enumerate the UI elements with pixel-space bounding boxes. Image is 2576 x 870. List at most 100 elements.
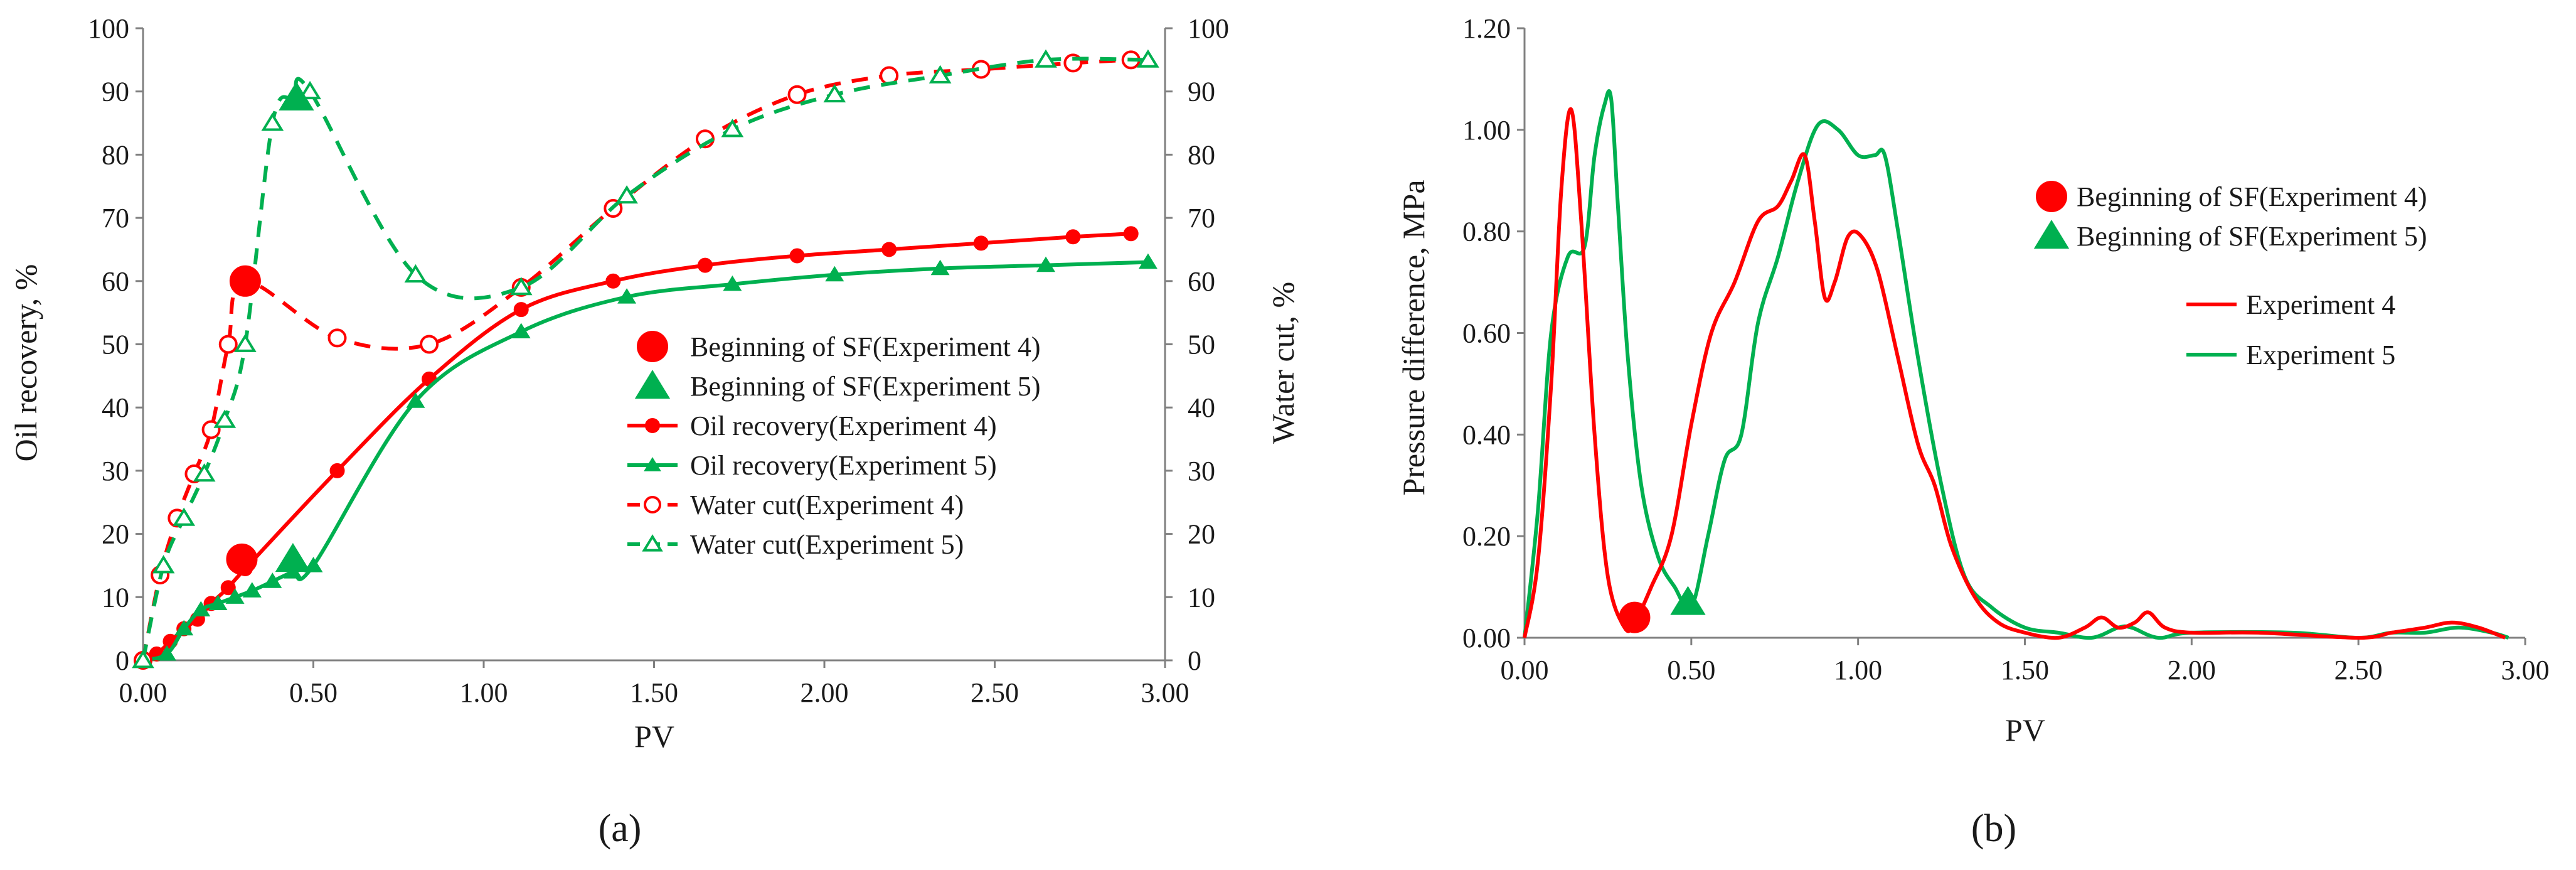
series-line-3 — [1523, 107, 2506, 640]
y-tick-label: 100 — [88, 13, 129, 44]
series-point-4 — [213, 409, 237, 428]
y2-tick-label: 20 — [1188, 519, 1215, 550]
x-tick-label: 1.50 — [630, 677, 678, 708]
series-point-2 — [723, 275, 742, 291]
series-point-4 — [193, 463, 216, 482]
series-point-1 — [697, 257, 713, 273]
series-point-2 — [242, 582, 262, 598]
y2-tick-label: 0 — [1188, 645, 1201, 676]
series-line-4 — [141, 56, 1148, 661]
x-tick-label: 0.00 — [119, 677, 168, 708]
series-point-1 — [605, 273, 621, 289]
y2-tick-label: 40 — [1188, 392, 1215, 423]
chart-a-legend: Beginning of SF(Experiment 4) Beginning o… — [627, 331, 1041, 560]
legend-entry-label: Experiment 4 — [2246, 289, 2395, 320]
x-tick-label: 0.50 — [1667, 655, 1715, 685]
x-tick-label: 2.50 — [2334, 655, 2383, 685]
chart-b-axes: 0.00 0.50 1.00 1.50 2.00 2.50 3.00 0.00 0.20 0.40… — [1462, 13, 2550, 685]
series-point-1 — [220, 580, 236, 596]
series-point-4 — [152, 555, 175, 574]
chart-b-legend: Beginning of SF(Experiment 4) Beginning o… — [2033, 181, 2427, 370]
legend-entry-label: Experiment 5 — [2246, 340, 2395, 370]
legend-entry-label: Water cut(Experiment 4) — [690, 490, 964, 520]
series-point-2 — [157, 645, 176, 661]
y-tick-label: 40 — [102, 392, 129, 423]
x-tick-label: 1.00 — [460, 677, 508, 708]
series-point-1 — [881, 242, 897, 257]
y-tick-label: 0 — [115, 645, 129, 676]
series-point-5 — [226, 543, 258, 575]
series-point-4 — [509, 277, 533, 296]
series-point-2 — [304, 557, 323, 572]
series-point-6 — [275, 542, 311, 572]
x-tick-label: 1.50 — [2001, 655, 2049, 685]
series-point-1 — [1065, 229, 1081, 245]
y2-tick-label: 70 — [1188, 203, 1215, 234]
legend-entry-label: Beginning of SF(Experiment 5) — [690, 371, 1041, 402]
chart-a-axes: 0.00 0.50 1.00 1.50 2.00 2.50 3.00010203040506… — [88, 13, 1229, 708]
x-tick-label: 1.00 — [1834, 655, 1882, 685]
series-point-2 — [825, 266, 844, 282]
chart-a-ylabel: Oil recovery, % — [8, 264, 43, 462]
y-tick-label: 0.40 — [1462, 419, 1511, 450]
series-point-4 — [615, 185, 638, 204]
series-line-2 — [142, 260, 1148, 662]
y2-tick-label: 100 — [1188, 13, 1229, 44]
y-tick-label: 60 — [102, 266, 129, 297]
series-point-2 — [617, 288, 637, 304]
y2-tick-label: 60 — [1188, 266, 1215, 297]
series-point-2 — [511, 323, 531, 338]
y-tick-label: 20 — [102, 519, 129, 550]
panel-b-label: (b) — [1971, 807, 2016, 850]
y2-tick-label: 30 — [1188, 456, 1215, 486]
series-point-4 — [929, 65, 952, 83]
x-tick-label: 0.50 — [289, 677, 338, 708]
chart-b-ylabel: Pressure difference, MPa — [1396, 180, 1431, 495]
series-line-1 — [142, 232, 1131, 662]
series-point-6 — [279, 81, 314, 110]
x-tick-label: 2.00 — [2168, 655, 2216, 685]
series-point-2 — [1670, 586, 1706, 615]
y-tick-label: 0.00 — [1462, 623, 1511, 653]
series-point-2 — [1138, 253, 1158, 269]
y-tick-label: 50 — [102, 330, 129, 360]
chart-a-xlabel: PV — [634, 719, 674, 754]
series-point-1 — [973, 235, 989, 251]
y2-tick-label: 80 — [1188, 139, 1215, 170]
series-point-2 — [225, 588, 245, 604]
chart-b: 0.00 0.50 1.00 1.50 2.00 2.50 3.00 0.00 0.20 0.40… — [1396, 13, 2550, 850]
panel-a-label: (a) — [599, 807, 642, 850]
legend-entry-label: Water cut(Experiment 5) — [690, 529, 964, 560]
x-tick-label: 3.00 — [1141, 677, 1190, 708]
series-point-2 — [208, 594, 228, 610]
series-point-4 — [234, 333, 257, 352]
series-point-2 — [174, 620, 194, 636]
series-point-3 — [420, 335, 439, 354]
series-point-2 — [406, 392, 425, 408]
series-point-4 — [299, 80, 321, 100]
x-tick-label: 3.00 — [2501, 655, 2550, 685]
legend-swatch-marker — [645, 418, 660, 433]
series-point-4 — [173, 507, 196, 526]
y-tick-label: 90 — [102, 77, 129, 107]
series-point-1 — [1123, 226, 1139, 242]
series-point-1 — [329, 463, 345, 478]
series-point-4 — [823, 83, 846, 103]
legend-swatch-marker — [644, 457, 661, 471]
y-tick-label: 1.20 — [1462, 13, 1511, 44]
series-point-2 — [191, 601, 211, 616]
legend-entry-label: Oil recovery(Experiment 4) — [690, 411, 997, 441]
series-point-4 — [404, 264, 427, 283]
series-point-1 — [513, 302, 529, 318]
y-tick-label: 10 — [102, 582, 129, 613]
legend-entry-label: Beginning of SF(Experiment 4) — [690, 331, 1041, 362]
legend-entry-label: Beginning of SF(Experiment 4) — [2077, 181, 2427, 212]
series-point-3 — [218, 335, 238, 354]
y-tick-label: 0.80 — [1462, 217, 1511, 247]
legend-swatch-marker — [634, 370, 671, 399]
series-point-5 — [229, 265, 261, 297]
y-tick-label: 30 — [102, 456, 129, 486]
series-point-2 — [263, 572, 282, 588]
chart-a-y2label: Water cut, % — [1265, 282, 1301, 444]
chart-a: 0.00 0.50 1.00 1.50 2.00 2.50 3.00010203040506… — [8, 13, 1301, 850]
